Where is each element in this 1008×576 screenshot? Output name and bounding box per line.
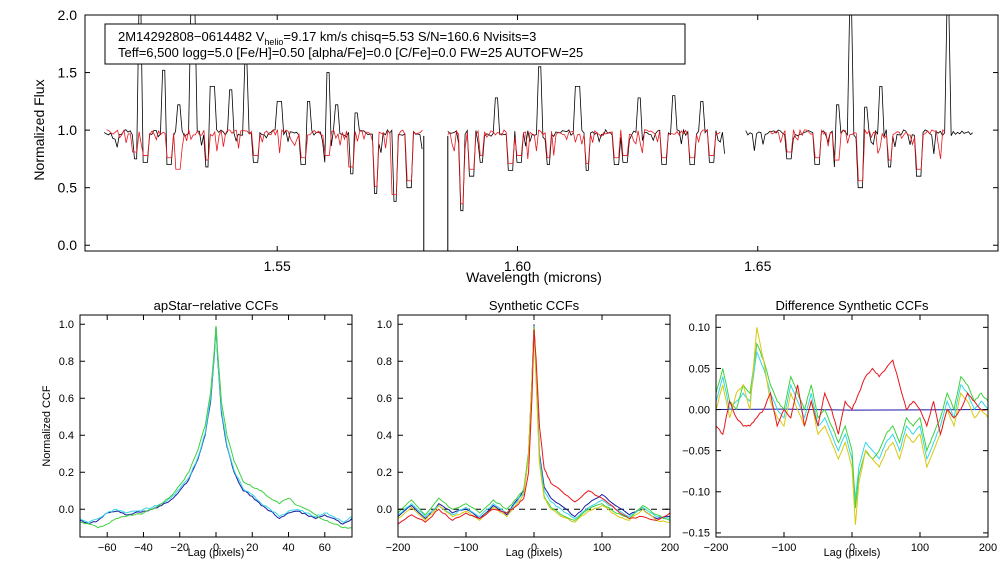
x-tick-label: 1.55 xyxy=(264,258,291,274)
difference-ccf-data xyxy=(716,327,988,525)
x-tick-label: 1.60 xyxy=(504,258,531,274)
ccf-series-visit-1 xyxy=(80,326,352,525)
observed-spectrum-chip-3 xyxy=(745,15,974,189)
apstar-ccf-y-label: Normalized CCF xyxy=(41,385,53,467)
ccf-series-visit-5 xyxy=(398,329,670,525)
ccf-series-visit-5 xyxy=(716,359,988,437)
x-tick-label: 20 xyxy=(246,542,258,554)
info-line-2: Teff=6,500 logg=5.0 [Fe/H]=0.50 [alpha/F… xyxy=(118,45,583,60)
y-tick-label: 0.8 xyxy=(377,356,392,368)
x-tick-label: 200 xyxy=(661,542,679,554)
y-tick-label: 0.5 xyxy=(58,180,78,196)
difference-ccf-x-label: Lag (pixels) xyxy=(824,547,881,559)
info-box-frame xyxy=(104,23,686,65)
apstar-ccf-data xyxy=(80,326,352,529)
x-tick-label: −20 xyxy=(170,542,189,554)
ccf-series-visit-3 xyxy=(716,342,988,509)
observed-spectrum-chip-2 xyxy=(447,66,725,212)
y-tick-label: 1.5 xyxy=(58,64,78,80)
apstar-ccf-x-label: Lag (pixels) xyxy=(188,547,245,559)
y-tick-label: 2.0 xyxy=(58,7,78,23)
spectrum-series xyxy=(104,15,974,251)
synthetic-ccf-axis-ticks: −200 −100 0 100 200 0.0 0.2 0.4 0.6 0.8 1.0 xyxy=(377,315,679,554)
x-tick-label: 200 xyxy=(979,542,997,554)
spectrum-plot-frame xyxy=(84,14,999,252)
ccf-series-visit-4 xyxy=(716,327,988,525)
spectrum-data xyxy=(104,15,974,251)
synthetic-ccf-title: Synthetic CCFs xyxy=(489,298,580,313)
y-tick-label: −0.05 xyxy=(682,446,710,458)
y-tick-label: −0.10 xyxy=(682,487,710,499)
apstar-ccf-axis-ticks: −60 −40 −20 0 20 40 60 0.0 0.2 0.4 0.6 0.8 1.0 xyxy=(59,315,352,554)
difference-ccf-title: Difference Synthetic CCFs xyxy=(776,298,929,313)
y-tick-label: 0.6 xyxy=(377,393,392,405)
y-tick-label: 0.00 xyxy=(689,404,710,416)
x-tick-label: 0 xyxy=(531,542,537,554)
y-tick-label: 0.6 xyxy=(59,393,74,405)
x-tick-label: −100 xyxy=(454,542,479,554)
observed-spectrum-chip-1 xyxy=(104,15,423,202)
synthetic-ccf-data xyxy=(398,324,670,525)
y-tick-label: 0.0 xyxy=(58,237,78,253)
y-tick-label: 0.0 xyxy=(59,504,74,516)
spectrum-y-label: Normalized Flux xyxy=(31,79,47,180)
info-line-1-sub: helio xyxy=(264,37,283,47)
x-tick-label: −200 xyxy=(386,542,411,554)
ccf-series-visit-4 xyxy=(398,327,670,523)
x-tick-label: −100 xyxy=(772,542,797,554)
x-tick-label: 0 xyxy=(213,542,219,554)
y-tick-label: 0.2 xyxy=(59,467,74,479)
apstar-ccf-panel: −60 −40 −20 0 20 40 60 0.0 0.2 0.4 0.6 0.8 1.0 apSta… xyxy=(41,298,353,559)
ccf-series-visit-3 xyxy=(398,326,670,521)
difference-ccf-frame xyxy=(715,314,989,538)
y-tick-label: 0.2 xyxy=(377,467,392,479)
difference-ccf-axis-ticks: −200 −100 0 100 200 −0.15 −0.10 −0.05 0.00 0.05 0.… xyxy=(682,315,997,554)
apstar-ccf-frame xyxy=(79,314,353,538)
x-tick-label: 0 xyxy=(849,542,855,554)
y-tick-label: 0.0 xyxy=(377,504,392,516)
x-tick-label: −200 xyxy=(704,542,729,554)
y-tick-label: 1.0 xyxy=(58,122,78,138)
x-tick-label: 100 xyxy=(911,542,929,554)
info-line-1: 2M14292808−0614482 Vhelio=9.17 km/s chis… xyxy=(118,29,536,47)
difference-ccf-panel: −200 −100 0 100 200 −0.15 −0.10 −0.05 0.00 0.05 0.… xyxy=(682,298,997,559)
info-line-1-pre: 2M14292808−0614482 V xyxy=(118,29,265,44)
spectrum-x-label: Wavelength (microns) xyxy=(466,269,602,285)
info-line-1-post: =9.17 km/s chisq=5.53 S/N=160.6 Nvisits=… xyxy=(283,29,536,44)
y-tick-label: −0.15 xyxy=(682,528,710,540)
ccf-series-visit-2 xyxy=(80,326,352,523)
y-tick-label: 1.0 xyxy=(377,319,392,331)
y-tick-label: 0.10 xyxy=(689,322,710,334)
y-tick-label: 0.4 xyxy=(377,430,392,442)
x-tick-label: 60 xyxy=(319,542,331,554)
ccf-series-visit-2 xyxy=(398,326,670,520)
x-tick-label: 1.65 xyxy=(744,258,771,274)
model-spectrum-chip-2 xyxy=(447,129,721,205)
apstar-ccf-title: apStar−relative CCFs xyxy=(154,298,279,313)
model-spectrum-chip-1 xyxy=(106,128,423,195)
spectrum-panel: 1.55 1.60 1.65 0.0 0.5 1.0 1.5 2.0 2M14292808−0… xyxy=(31,7,999,285)
ccf-series-visit-1 xyxy=(398,324,670,520)
x-tick-label: −60 xyxy=(98,542,117,554)
y-tick-label: 1.0 xyxy=(59,319,74,331)
ccf-series-visit-2 xyxy=(716,350,988,501)
x-tick-label: 40 xyxy=(282,542,294,554)
ccf-series-visit-3 xyxy=(80,326,352,529)
synthetic-ccf-x-label: Lag (pixels) xyxy=(506,547,563,559)
x-tick-label: 100 xyxy=(593,542,611,554)
x-tick-label: −40 xyxy=(134,542,153,554)
synthetic-ccf-panel: −200 −100 0 100 200 0.0 0.2 0.4 0.6 0.8 1.0 Synthe… xyxy=(377,298,679,559)
y-tick-label: 0.8 xyxy=(59,356,74,368)
y-tick-label: 0.05 xyxy=(689,363,710,375)
spectrum-info-box: 2M14292808−0614482 Vhelio=9.17 km/s chis… xyxy=(104,23,686,65)
model-spectrum-chip-3 xyxy=(769,128,946,182)
spectrum-axis-ticks: 1.55 1.60 1.65 0.0 0.5 1.0 1.5 2.0 xyxy=(58,7,998,274)
y-tick-label: 0.4 xyxy=(59,430,74,442)
